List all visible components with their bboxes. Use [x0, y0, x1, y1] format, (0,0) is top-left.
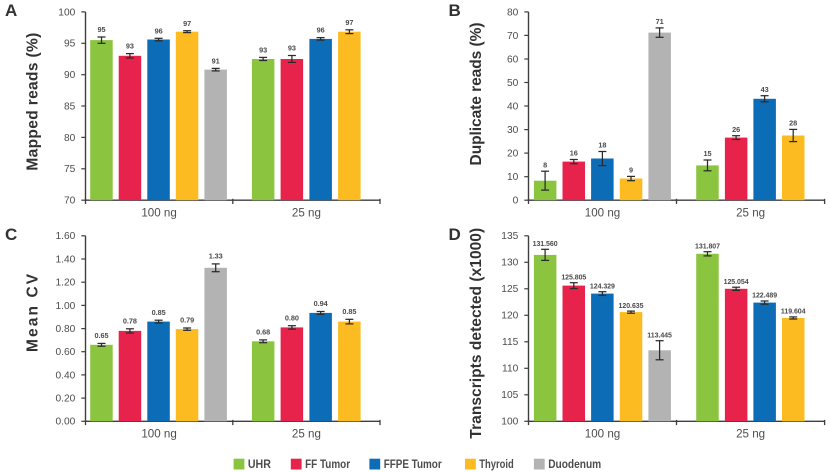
svg-text:100: 100: [501, 417, 518, 428]
svg-text:FFPE Tumor: FFPE Tumor: [384, 457, 442, 471]
svg-text:1.40: 1.40: [55, 254, 75, 265]
svg-text:105: 105: [501, 390, 518, 401]
svg-text:93: 93: [288, 44, 296, 53]
svg-text:20: 20: [507, 149, 519, 160]
svg-text:Duplicate reads (%): Duplicate reads (%): [468, 23, 485, 166]
svg-text:1.60: 1.60: [55, 231, 75, 242]
svg-text:60: 60: [507, 54, 519, 65]
svg-text:Mapped reads (%): Mapped reads (%): [25, 32, 42, 170]
svg-text:95: 95: [64, 39, 76, 50]
svg-text:120.635: 120.635: [619, 303, 644, 310]
svg-text:0.40: 0.40: [55, 370, 75, 381]
svg-text:0.20: 0.20: [55, 394, 75, 405]
svg-text:25 ng: 25 ng: [292, 428, 321, 441]
svg-text:0.78: 0.78: [123, 316, 137, 325]
svg-text:90: 90: [64, 70, 76, 81]
svg-text:80: 80: [64, 133, 76, 144]
svg-text:8: 8: [543, 160, 547, 169]
svg-text:10: 10: [507, 172, 519, 183]
svg-text:0.79: 0.79: [180, 316, 194, 325]
svg-text:1.00: 1.00: [55, 301, 75, 312]
svg-text:25 ng: 25 ng: [736, 207, 765, 220]
svg-text:0.60: 0.60: [55, 347, 75, 358]
svg-text:70: 70: [507, 31, 519, 42]
svg-text:Transcripts detected (x1000): Transcripts detected (x1000): [468, 228, 485, 439]
svg-text:0.80: 0.80: [55, 324, 75, 335]
svg-text:Mean CV: Mean CV: [25, 272, 42, 352]
svg-text:135: 135: [501, 231, 518, 242]
svg-text:43: 43: [761, 85, 769, 94]
svg-text:1.33: 1.33: [209, 252, 223, 261]
svg-text:100 ng: 100 ng: [141, 428, 176, 441]
svg-text:Duodenum: Duodenum: [548, 457, 601, 471]
svg-text:95: 95: [97, 25, 105, 34]
svg-text:A: A: [5, 1, 17, 20]
svg-text:125.054: 125.054: [724, 279, 749, 286]
svg-text:40: 40: [507, 101, 519, 112]
svg-text:25 ng: 25 ng: [736, 428, 765, 441]
svg-text:75: 75: [64, 164, 76, 175]
svg-text:97: 97: [183, 19, 191, 28]
svg-text:1.20: 1.20: [55, 278, 75, 289]
svg-text:D: D: [449, 225, 461, 244]
svg-text:131.560: 131.560: [533, 241, 558, 248]
svg-text:96: 96: [155, 26, 163, 35]
svg-text:97: 97: [345, 18, 353, 27]
svg-text:C: C: [5, 225, 17, 244]
svg-text:18: 18: [598, 141, 606, 150]
svg-text:0.80: 0.80: [285, 313, 299, 322]
svg-text:0.00: 0.00: [55, 417, 75, 428]
svg-text:Thyroid: Thyroid: [479, 457, 514, 471]
svg-text:80: 80: [507, 7, 519, 18]
svg-text:30: 30: [507, 125, 519, 136]
svg-text:120: 120: [501, 311, 518, 322]
svg-text:110: 110: [502, 364, 519, 375]
svg-text:100 ng: 100 ng: [141, 207, 176, 220]
svg-text:0.94: 0.94: [314, 299, 329, 308]
svg-text:0.68: 0.68: [256, 328, 270, 337]
svg-text:93: 93: [259, 46, 267, 55]
svg-text:125: 125: [501, 284, 518, 295]
svg-text:26: 26: [732, 125, 740, 134]
svg-text:93: 93: [126, 42, 134, 51]
svg-text:9: 9: [629, 166, 633, 175]
svg-text:100 ng: 100 ng: [585, 207, 620, 220]
svg-text:130: 130: [501, 258, 518, 269]
svg-text:125.805: 125.805: [561, 274, 586, 281]
svg-text:122.489: 122.489: [752, 293, 777, 300]
svg-text:131.807: 131.807: [695, 243, 720, 250]
svg-text:124.329: 124.329: [590, 283, 615, 290]
svg-text:0.85: 0.85: [342, 307, 356, 316]
svg-text:85: 85: [64, 101, 76, 112]
svg-text:0.65: 0.65: [94, 331, 108, 340]
svg-text:91: 91: [212, 57, 220, 66]
svg-text:28: 28: [789, 119, 797, 128]
svg-text:113.445: 113.445: [647, 332, 672, 339]
svg-text:50: 50: [507, 78, 519, 89]
svg-text:FF Tumor: FF Tumor: [305, 457, 350, 471]
svg-text:100 ng: 100 ng: [585, 428, 620, 441]
svg-text:25 ng: 25 ng: [292, 207, 321, 220]
svg-text:0: 0: [513, 196, 519, 207]
svg-text:70: 70: [64, 196, 76, 207]
svg-text:115: 115: [502, 337, 519, 348]
svg-text:96: 96: [317, 26, 325, 35]
svg-text:15: 15: [703, 149, 711, 158]
svg-text:0.85: 0.85: [152, 308, 166, 317]
svg-text:16: 16: [570, 149, 578, 158]
svg-text:B: B: [449, 1, 461, 20]
svg-text:119.604: 119.604: [781, 309, 806, 316]
svg-text:71: 71: [656, 17, 664, 26]
svg-text:100: 100: [58, 7, 75, 18]
svg-text:UHR: UHR: [248, 457, 271, 471]
